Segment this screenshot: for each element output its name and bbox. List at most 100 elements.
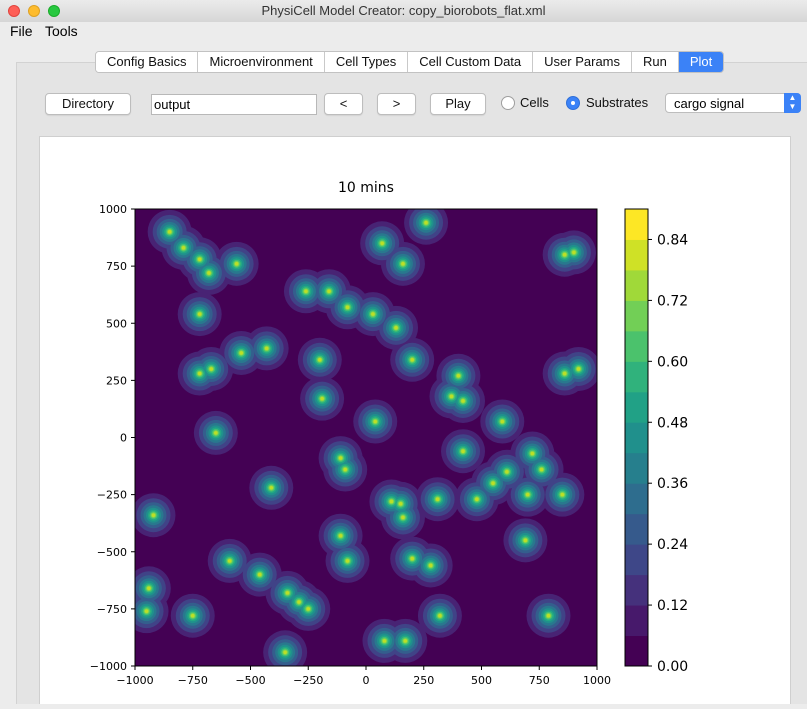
tab-plot[interactable]: Plot bbox=[678, 52, 724, 72]
substrates-radio-label: Substrates bbox=[586, 95, 649, 110]
hotspot-49 bbox=[410, 556, 415, 561]
y-tick-label: 250 bbox=[106, 374, 127, 387]
substrate-select-value: cargo signal bbox=[674, 96, 745, 111]
hotspot-28 bbox=[500, 419, 505, 424]
x-tick-label: 1000 bbox=[583, 674, 611, 687]
hotspot-42 bbox=[560, 492, 565, 497]
hotspot-17 bbox=[424, 220, 428, 225]
y-tick-label: −500 bbox=[97, 546, 127, 559]
tab-user-params[interactable]: User Params bbox=[533, 52, 633, 72]
menu-bar: File Tools bbox=[0, 22, 807, 42]
hotspot-16 bbox=[401, 262, 405, 266]
previous-frame-button[interactable]: < bbox=[324, 93, 363, 115]
y-axis: 1000 750 500 250 0 −250 −500 −750 −1000 bbox=[90, 203, 135, 673]
x-tick-label: −1000 bbox=[116, 674, 153, 687]
colorbar-tick-label: 0.60 bbox=[657, 354, 688, 370]
hotspot-36 bbox=[530, 451, 535, 456]
colorbar-tick-label: 0.48 bbox=[657, 415, 688, 431]
menu-file[interactable]: File bbox=[10, 23, 33, 39]
hotspot-31 bbox=[338, 456, 343, 460]
colorbar-band bbox=[625, 513, 648, 545]
minimize-window-button[interactable] bbox=[28, 5, 40, 17]
contour-level-9 bbox=[144, 220, 581, 655]
hotspot-20 bbox=[318, 358, 322, 362]
hotspot-61 bbox=[546, 613, 551, 618]
contour-level-8 bbox=[143, 219, 582, 656]
output-dir-input[interactable]: output bbox=[151, 94, 317, 115]
colorbar-tick-label: 0.24 bbox=[657, 537, 688, 553]
window-titlebar: PhysiCell Model Creator: copy_biorobots_… bbox=[0, 0, 807, 23]
colorbar-tick-label: 0.72 bbox=[657, 293, 688, 309]
heatmap-field bbox=[135, 209, 597, 666]
plot-title: 10 mins bbox=[338, 180, 394, 196]
tab-cell-types[interactable]: Cell Types bbox=[324, 52, 409, 72]
y-tick-label: −250 bbox=[97, 489, 127, 502]
substrate-plot: 10 mins −1000 −750 −500 −250 0 250 500 750 1000 … bbox=[90, 180, 688, 687]
hotspot-50 bbox=[428, 563, 433, 568]
hotspot-8 bbox=[209, 367, 214, 371]
hotspot-13 bbox=[371, 312, 375, 316]
hotspot-59 bbox=[403, 639, 408, 643]
substrates-radio[interactable] bbox=[566, 96, 580, 110]
play-button[interactable]: Play bbox=[430, 93, 486, 115]
y-tick-label: −1000 bbox=[90, 660, 127, 673]
colorbar-frame bbox=[624, 208, 649, 667]
hotspot-41 bbox=[525, 492, 530, 497]
x-tick-label: 750 bbox=[529, 674, 550, 687]
hotspot-38 bbox=[576, 367, 581, 371]
hotspot-62 bbox=[505, 469, 509, 474]
colorbar-band bbox=[625, 422, 648, 454]
tab-microenvironment[interactable]: Microenvironment bbox=[198, 52, 325, 72]
hotspot-63 bbox=[539, 467, 544, 472]
x-tick-label: −250 bbox=[293, 674, 323, 687]
hotspot-56 bbox=[144, 609, 149, 613]
hotspot-6 bbox=[239, 351, 244, 355]
colorbar-band bbox=[625, 483, 648, 515]
hotspot-29 bbox=[214, 431, 218, 435]
hotspot-51 bbox=[438, 613, 442, 618]
colorbar-tick-label: 0.00 bbox=[657, 659, 688, 675]
hotspot-33 bbox=[398, 501, 403, 506]
tab-config-basics[interactable]: Config Basics bbox=[96, 52, 199, 72]
hotspot-64 bbox=[389, 499, 394, 504]
hotspot-55 bbox=[147, 586, 151, 591]
zoom-window-button[interactable] bbox=[48, 5, 60, 17]
tab-cell-custom-data[interactable]: Cell Custom Data bbox=[408, 52, 534, 72]
window-title: PhysiCell Model Creator: copy_biorobots_… bbox=[261, 3, 546, 18]
hotspot-2 bbox=[207, 271, 211, 275]
colorbar-band bbox=[625, 635, 648, 667]
cells-radio-label: Cells bbox=[520, 95, 549, 110]
cells-radio[interactable] bbox=[501, 96, 515, 110]
y-tick-label: 1000 bbox=[99, 203, 127, 216]
colorbar-tick-label: 0.12 bbox=[657, 598, 688, 614]
x-tick-label: 250 bbox=[413, 674, 434, 687]
colorbar-band bbox=[625, 361, 648, 393]
hotspot-57 bbox=[190, 613, 195, 618]
colorbar-band bbox=[625, 330, 648, 362]
hotspot-39 bbox=[491, 481, 495, 486]
hotspot-22 bbox=[373, 419, 378, 424]
hotspot-47 bbox=[338, 533, 343, 538]
hotspot-1 bbox=[197, 257, 202, 262]
x-tick-label: −500 bbox=[235, 674, 265, 687]
hotspot-15 bbox=[380, 241, 384, 246]
y-tick-label: −750 bbox=[97, 603, 127, 616]
hotspot-37 bbox=[562, 371, 567, 376]
hotspot-35 bbox=[435, 497, 440, 501]
hotspot-45 bbox=[227, 559, 232, 563]
tab-run[interactable]: Run bbox=[632, 52, 679, 72]
hotspot-12 bbox=[345, 305, 350, 310]
hotspot-3 bbox=[234, 262, 239, 266]
hotspot-11 bbox=[327, 289, 331, 294]
colorbar-tick-label: 0.84 bbox=[657, 232, 688, 248]
hotspot-27 bbox=[461, 449, 465, 454]
close-window-button[interactable] bbox=[8, 5, 20, 17]
hotspot-14 bbox=[394, 326, 398, 330]
next-frame-button[interactable]: > bbox=[377, 93, 416, 115]
substrate-select[interactable]: cargo signal ▲ ▼ bbox=[665, 93, 801, 113]
directory-button[interactable]: Directory bbox=[45, 93, 131, 115]
menu-tools[interactable]: Tools bbox=[45, 23, 78, 39]
x-tick-label: 500 bbox=[471, 674, 492, 687]
colorbar-band bbox=[625, 209, 648, 240]
hotspot-4 bbox=[181, 246, 186, 250]
